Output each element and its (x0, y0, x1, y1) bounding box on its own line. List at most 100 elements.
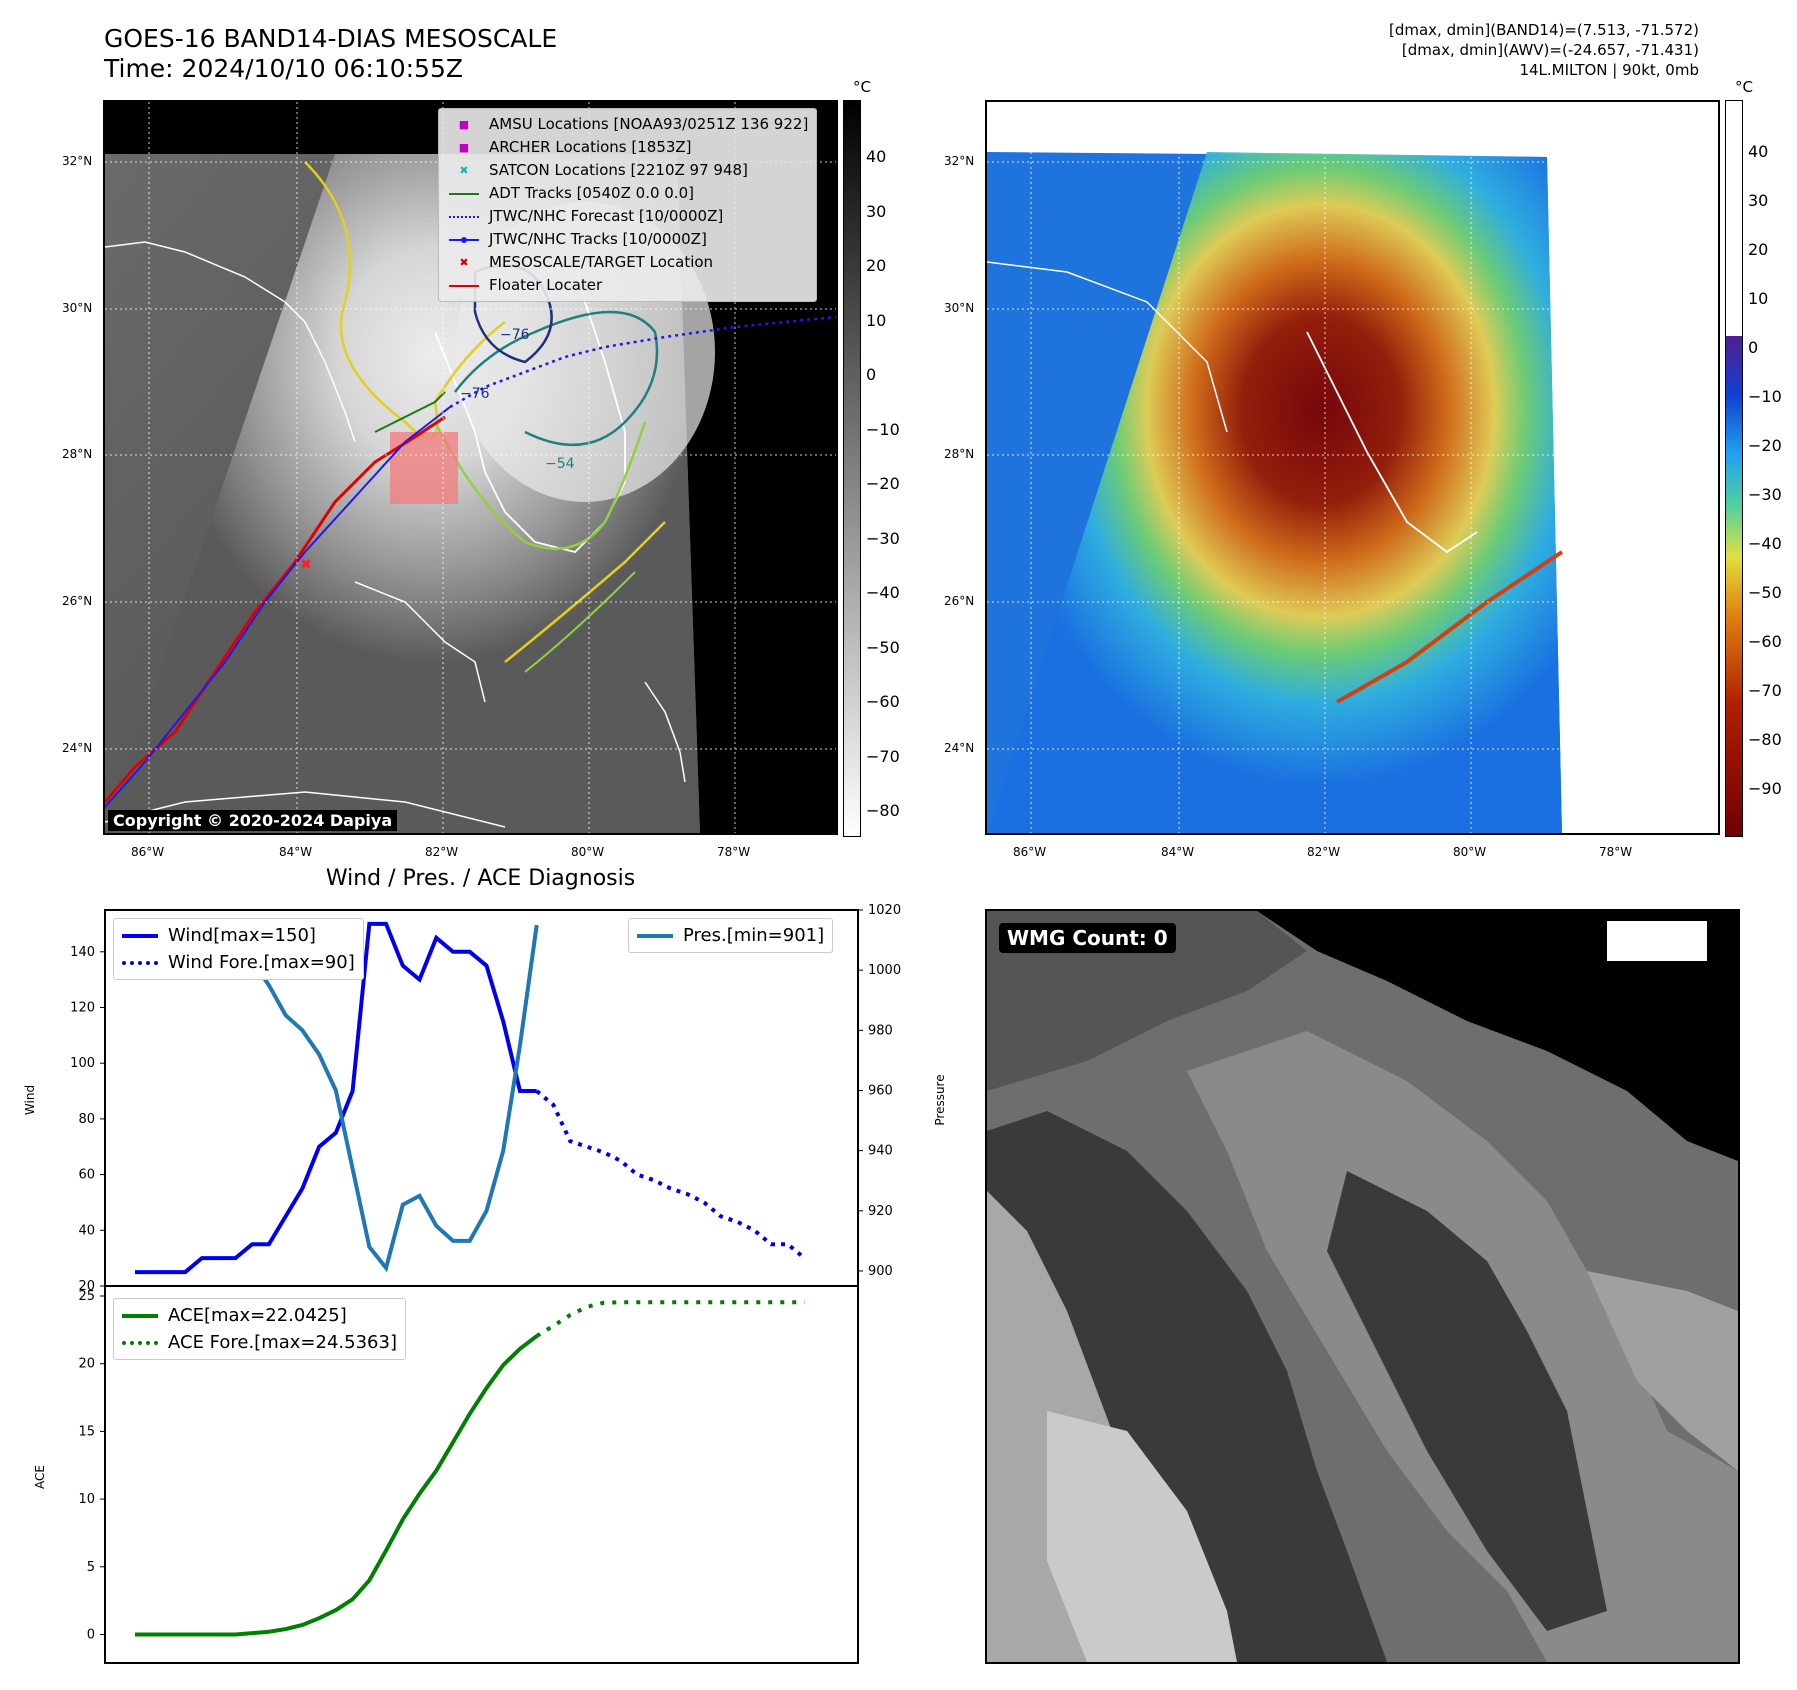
wmg-count-badge: WMG Count: 0 (999, 923, 1176, 953)
lat-tick-label: 30°N (62, 301, 93, 315)
map-legend-item: ■ AMSU Locations [NOAA93/0251Z 136 922] (447, 113, 809, 136)
pressure-tick-label: 1000 (868, 963, 901, 978)
wind-tick-label: 20 (78, 1279, 95, 1294)
ace-fore-legend-swatch (122, 1340, 158, 1345)
colorbar-ir (843, 100, 861, 837)
pres-legend-label: Pres.[min=901] (683, 925, 825, 946)
colorbar-ir-tick: 10 (866, 310, 887, 330)
wmg-panel: WMG Count: 0 (985, 909, 1740, 1664)
colorbar-ir-tick: −80 (866, 801, 900, 820)
map-legend-symbol: ✖ (459, 256, 469, 269)
awv-map-image (987, 102, 1718, 833)
map-legend-label: Floater Locater (489, 276, 603, 294)
wind-fore-legend-label: Wind Fore.[max=90] (168, 952, 355, 973)
ace-tick-label: 10 (78, 1492, 95, 1507)
colorbar-awv-tick: 20 (1748, 240, 1769, 259)
map-legend-label: AMSU Locations [NOAA93/0251Z 136 922] (489, 115, 809, 133)
map-legend-symbol (447, 274, 481, 297)
colorbar-ir-tick: 0 (866, 365, 877, 384)
ace-legend-swatch (122, 1313, 158, 1318)
wind-tick-label: 60 (78, 1168, 95, 1183)
pressure-tick-label: 980 (868, 1023, 893, 1038)
wind-legend: Wind[max=150] Wind Fore.[max=90] (113, 918, 364, 980)
ir-map-image: ✖ −76 −76 −54 (105, 102, 836, 833)
colorbar-awv-tick: 0 (1748, 338, 1759, 357)
colorbar-ir-unit: °C (853, 78, 871, 96)
ir-map-panel: ✖ −76 −76 −54 ■ AMSU Locations [NOAA93/02… (103, 100, 838, 835)
pres-legend: Pres.[min=901] (628, 918, 834, 953)
wind-tick-label: 80 (78, 1112, 95, 1127)
wind-tick-label: 120 (70, 1000, 95, 1015)
lat-tick-label: 26°N (944, 594, 975, 608)
wmg-image (987, 911, 1738, 1662)
mesoscale-box (390, 432, 458, 504)
map-legend-label: JTWC/NHC Forecast [10/0000Z] (489, 207, 724, 225)
lat-tick-label: 24°N (944, 741, 975, 755)
lon-tick-label: 86°W (1013, 845, 1047, 859)
colorbar-awv-tick: −20 (1748, 436, 1782, 455)
map-legend-label: MESOSCALE/TARGET Location (489, 253, 714, 271)
colorbar-ir-tick: −50 (866, 637, 900, 657)
map-legend-item: JTWC/NHC Tracks [10/0000Z] (447, 228, 808, 251)
map-legend-label: SATCON Locations [2210Z 97 948] (489, 161, 748, 179)
colorbar-awv-tick: −60 (1748, 632, 1782, 651)
series-line-wind-forecast (535, 1089, 806, 1260)
lat-tick-label: 24°N (62, 741, 93, 755)
map-legend-symbol (447, 205, 481, 228)
info-awv: [dmax, dmin](AWV)=(-24.657, -71.431) (1401, 41, 1699, 59)
awv-map-panel (985, 100, 1720, 835)
figure-time: Time: 2024/10/10 06:10:55Z (104, 54, 463, 83)
lat-tick-label: 28°N (62, 447, 93, 461)
map-legend-item: ■ ARCHER Locations [1853Z] (447, 136, 808, 159)
pressure-tick-label: 960 (868, 1083, 893, 1098)
copyright: Copyright © 2020-2024 Dapiya (108, 810, 398, 831)
figure-title: GOES-16 BAND14-DIAS MESOSCALE (104, 24, 558, 53)
lon-tick-label: 80°W (571, 845, 605, 859)
lon-tick-label: 84°W (1161, 845, 1195, 859)
colorbar-awv-tick: −30 (1748, 485, 1782, 504)
pres-legend-swatch (637, 933, 673, 938)
colorbar-awv-tick: −10 (1748, 387, 1782, 406)
colorbar-ir-tick: −40 (866, 583, 900, 602)
wind-fore-legend-item: Wind Fore.[max=90] (122, 949, 355, 976)
adt-track (374, 391, 446, 433)
colorbar-awv-tick: 30 (1748, 191, 1769, 210)
ace-plot-frame (104, 1285, 859, 1664)
lat-tick-label: 32°N (62, 154, 93, 168)
pressure-tick-label: 920 (868, 1204, 893, 1219)
colorbar-ir-tick: −60 (866, 692, 900, 711)
map-legend-label: ADT Tracks [0540Z 0.0 0.0] (489, 184, 694, 202)
colorbar-awv-unit: °C (1735, 78, 1753, 96)
wind-tick-label: 100 (70, 1056, 95, 1071)
map-legend-item: JTWC/NHC Forecast [10/0000Z] (447, 205, 808, 228)
ace-tick-label: 15 (78, 1424, 95, 1439)
ace-tick-label: 20 (78, 1357, 95, 1372)
colorbar-ir-tick: 30 (866, 201, 887, 221)
series-line-ace (135, 1334, 538, 1637)
ace-axis-label: ACE (33, 1465, 47, 1489)
series-line-wind (135, 921, 537, 1275)
map-legend-symbol: ■ (458, 118, 470, 131)
wind-tick-label: 140 (70, 945, 95, 960)
map-legend-item: ADT Tracks [0540Z 0.0 0.0] (447, 182, 808, 205)
map-legend-item: ✖ SATCON Locations [2210Z 97 948] (447, 159, 808, 182)
lat-tick-label: 26°N (62, 594, 93, 608)
colorbar-awv-tick: −80 (1748, 730, 1782, 749)
wind-fore-legend-swatch (122, 960, 158, 965)
ace-tick-label: 0 (87, 1627, 95, 1642)
colorbar-awv-tick: −70 (1748, 681, 1782, 700)
lat-tick-label: 30°N (944, 301, 975, 315)
lon-tick-label: 82°W (1307, 845, 1341, 859)
colorbar-ir-tick: −70 (866, 746, 900, 766)
wind-legend-item: Wind[max=150] (122, 922, 355, 949)
map-legend-label: JTWC/NHC Tracks [10/0000Z] (489, 230, 707, 248)
colorbar-awv (1725, 100, 1743, 837)
lat-tick-label: 28°N (944, 447, 975, 461)
colorbar-awv-tick: 40 (1748, 142, 1769, 161)
diagnosis-chart: 2040608010012014090092094096098010001020… (70, 903, 901, 1664)
map-legend-item: Floater Locater (447, 274, 808, 297)
pressure-tick-label: 1020 (868, 903, 901, 918)
target-marker: ✖ (300, 557, 312, 573)
wind-axis-label: Wind (23, 1084, 37, 1116)
map-legend-symbol: ■ (458, 141, 470, 154)
